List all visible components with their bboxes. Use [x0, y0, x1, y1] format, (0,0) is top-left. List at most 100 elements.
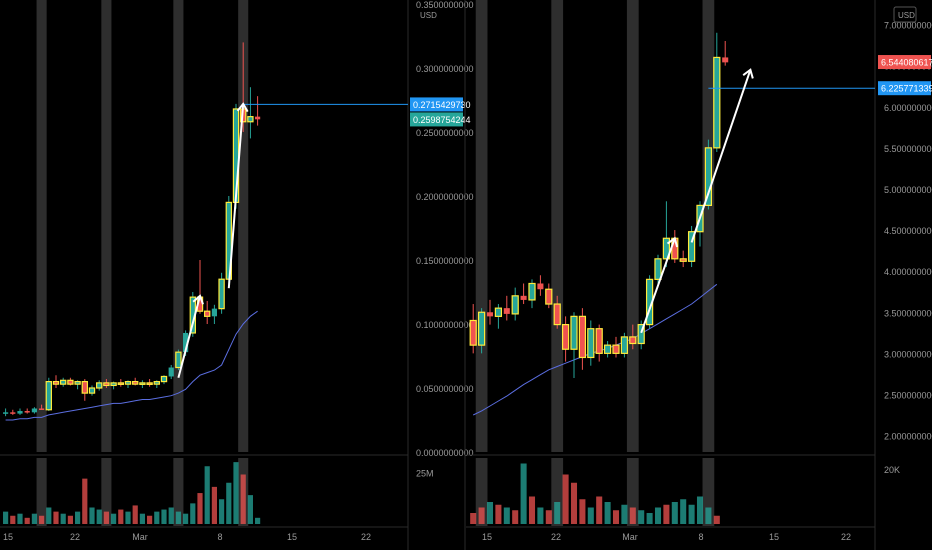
candle-body[interactable] [679, 258, 687, 262]
candle-body[interactable] [247, 116, 254, 123]
candle-body[interactable] [477, 311, 486, 346]
session-band-volume [475, 458, 488, 526]
price-label-box[interactable] [410, 97, 463, 112]
candle-body[interactable] [146, 382, 153, 385]
candle-body[interactable] [528, 282, 536, 301]
candle-body[interactable] [469, 319, 477, 346]
candle-body[interactable] [620, 336, 629, 354]
candle-body[interactable] [662, 237, 671, 260]
x-tick-label: 8 [217, 532, 222, 542]
trend-arrow[interactable] [177, 295, 201, 379]
volume-bar [621, 504, 628, 524]
candle-body[interactable] [67, 379, 74, 385]
candle-body[interactable] [537, 283, 544, 290]
volume-bar [3, 511, 9, 524]
trend-arrow[interactable] [690, 69, 752, 243]
axis-unit-label: USD [898, 11, 915, 20]
trend-arrow[interactable] [227, 103, 245, 289]
candle-body[interactable] [103, 382, 110, 387]
candle-body[interactable] [204, 310, 211, 317]
candle-body[interactable] [153, 381, 160, 385]
x-tick-label: 15 [482, 532, 492, 542]
candle-body[interactable] [139, 382, 146, 385]
volume-bar [89, 507, 95, 524]
candle-body[interactable] [637, 323, 645, 345]
candle-body[interactable] [713, 56, 721, 149]
candle-body[interactable] [494, 307, 503, 317]
trend-arrow[interactable] [640, 237, 676, 334]
session-band-volume [173, 458, 184, 526]
candle-body[interactable] [60, 379, 67, 385]
right-chart[interactable]: 7.0000000006.5000000006.0000000005.50000… [464, 0, 932, 550]
trend-arrow-head [236, 102, 249, 113]
candle-body[interactable] [31, 408, 37, 413]
candle-body[interactable] [520, 295, 527, 300]
volume-bar [125, 511, 131, 524]
candle-body[interactable] [52, 381, 60, 385]
candle-body[interactable] [168, 367, 174, 377]
volume-bar [31, 513, 37, 524]
candle-body[interactable] [629, 336, 637, 345]
price-label-box[interactable] [878, 81, 931, 96]
candle-body[interactable] [561, 323, 570, 350]
candle-body[interactable] [160, 375, 168, 383]
candle-body[interactable] [218, 278, 225, 310]
candle-body[interactable] [110, 382, 117, 387]
y-tick-label: 0.1500000000 [416, 256, 474, 266]
candle-body[interactable] [595, 328, 603, 354]
x-tick-label: Mar [132, 532, 148, 542]
candle-body[interactable] [704, 147, 713, 206]
candle-body[interactable] [132, 381, 139, 385]
candle-body[interactable] [45, 381, 52, 411]
left-chart[interactable]: 0.3500000000 0.3000000000 0.2500000000 0.20… [0, 0, 474, 550]
candle-body[interactable] [3, 412, 9, 414]
candle-body[interactable] [17, 411, 23, 414]
price-label-box[interactable] [410, 112, 463, 127]
candle-body[interactable] [24, 411, 30, 413]
candle-body[interactable] [570, 315, 578, 350]
candle-body[interactable] [603, 344, 612, 354]
volume-bar [111, 513, 117, 524]
trend-arrow-head [192, 294, 204, 305]
candle-body[interactable] [654, 258, 662, 280]
candle-body[interactable] [587, 328, 595, 359]
volume-bar [528, 496, 536, 524]
candle-body[interactable] [612, 344, 620, 354]
volume-bar [39, 515, 45, 524]
candle-body[interactable] [175, 351, 182, 369]
candle-body[interactable] [10, 412, 16, 414]
volume-bar [219, 499, 225, 524]
volume-bar [211, 486, 217, 524]
candle-body[interactable] [578, 315, 587, 359]
volume-bar [247, 495, 253, 524]
candle-body[interactable] [81, 381, 88, 394]
candle-body[interactable] [211, 308, 217, 317]
candle-body[interactable] [722, 57, 729, 63]
trend-arrow-head [666, 236, 679, 248]
candle-body[interactable] [545, 288, 553, 305]
candle-body[interactable] [74, 381, 81, 385]
volume-bar [46, 507, 52, 524]
candle-body[interactable] [96, 382, 103, 389]
y-tick-label: 0.0000000000 [416, 448, 474, 458]
candle-body[interactable] [183, 332, 189, 353]
candle-body[interactable] [486, 312, 494, 317]
price-label-box[interactable] [878, 55, 931, 70]
candle-body[interactable] [117, 382, 124, 385]
candle-body[interactable] [255, 116, 261, 120]
volume-bar [168, 507, 174, 524]
x-tick-label: 22 [70, 532, 80, 542]
candle-body[interactable] [511, 295, 519, 315]
x-tick-label: 15 [3, 532, 13, 542]
volume-bar [96, 509, 102, 524]
candle-body[interactable] [553, 303, 561, 326]
candle-body[interactable] [503, 308, 510, 314]
volume-bar [579, 499, 586, 524]
axis-unit-box[interactable] [893, 6, 917, 23]
candle-body[interactable] [124, 381, 132, 385]
candle-body[interactable] [687, 231, 696, 262]
volume-bar [545, 510, 552, 524]
candle-body[interactable] [88, 387, 96, 394]
candle-body[interactable] [39, 408, 45, 410]
